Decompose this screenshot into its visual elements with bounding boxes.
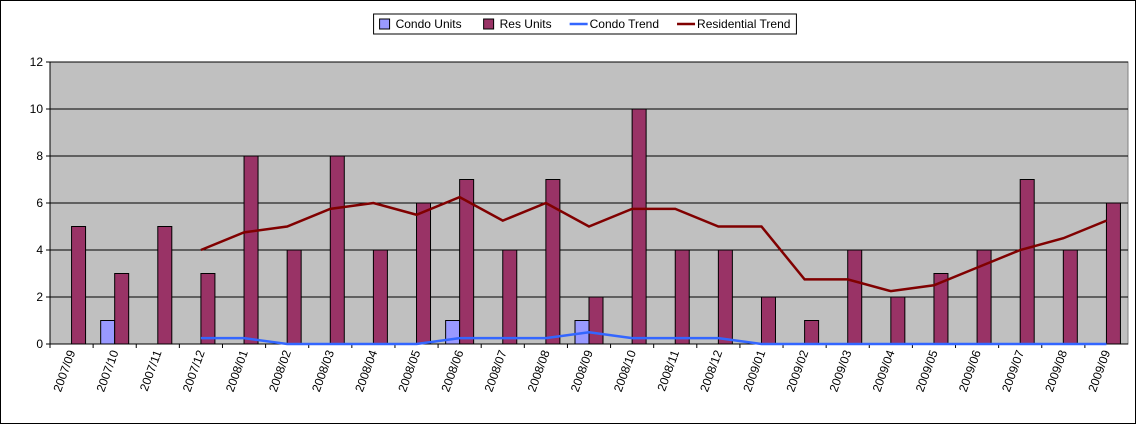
bar <box>200 273 216 345</box>
bar <box>71 226 87 345</box>
legend-swatch <box>379 18 391 30</box>
bar <box>1105 202 1121 345</box>
bar <box>459 179 475 345</box>
y-tick-label: 6 <box>36 196 43 210</box>
y-tick-label: 8 <box>36 149 43 163</box>
bar <box>760 296 776 345</box>
bar <box>416 202 432 345</box>
bar <box>847 249 863 345</box>
legend-label: Res Units <box>500 17 552 31</box>
bar <box>588 296 604 345</box>
bar <box>674 249 690 345</box>
bar <box>545 179 561 345</box>
bar <box>329 155 345 345</box>
y-tick-label: 0 <box>36 337 43 351</box>
y-tick-label: 2 <box>36 290 43 304</box>
bar <box>114 273 130 345</box>
legend-label: Condo Units <box>396 17 462 31</box>
trend-line <box>200 330 1107 346</box>
y-tick-label: 4 <box>36 243 43 257</box>
bar <box>717 249 733 345</box>
bar <box>157 226 173 345</box>
bar <box>243 155 259 345</box>
legend-label: Condo Trend <box>590 17 659 31</box>
trend-line <box>200 195 1107 293</box>
bar <box>502 249 518 345</box>
bar <box>804 320 820 345</box>
bar <box>100 320 116 345</box>
legend-swatch <box>483 18 495 30</box>
legend-label: Residential Trend <box>697 17 790 31</box>
y-tick-label: 12 <box>30 55 44 69</box>
bar <box>631 108 647 345</box>
bar <box>1062 249 1078 345</box>
bar <box>372 249 388 345</box>
bar <box>1019 179 1035 345</box>
bar <box>286 249 302 345</box>
y-tick-label: 10 <box>30 102 44 116</box>
bar <box>890 296 906 345</box>
